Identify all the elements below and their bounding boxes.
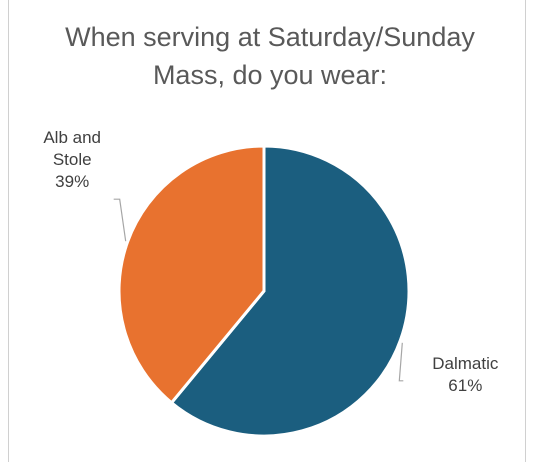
value-label: 39% <box>55 172 90 192</box>
slice <box>117 144 266 405</box>
leader-line <box>398 342 404 382</box>
slice <box>169 144 411 438</box>
leader-line <box>113 198 127 242</box>
frame <box>8 0 526 462</box>
category-label: Alb and Stole <box>43 128 102 170</box>
category-label: Dalmatic <box>432 353 499 373</box>
value-label: 61% <box>448 375 483 395</box>
chart-title: When serving at Saturday/Sunday Mass, do… <box>65 22 475 90</box>
